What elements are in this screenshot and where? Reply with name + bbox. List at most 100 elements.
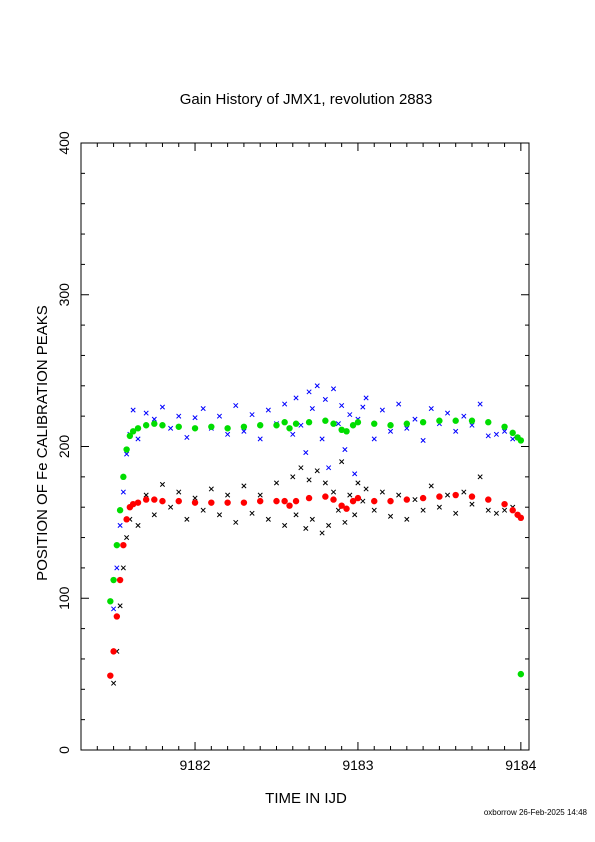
data-point-dot (305, 494, 313, 502)
data-point-dot (257, 422, 264, 429)
data-point-x-marker (233, 519, 239, 525)
data-point-dot (281, 497, 288, 505)
data-point-x-marker (117, 603, 123, 609)
data-point-dot (286, 502, 293, 509)
data-point-dot (175, 423, 182, 430)
data-point-x-marker (379, 489, 385, 495)
data-point-dot (281, 419, 288, 426)
data-point-x-marker (200, 406, 206, 412)
data-point-x-marker (477, 401, 483, 407)
data-point-x-marker (184, 434, 190, 440)
data-point-dot (107, 598, 114, 605)
series-4 (517, 670, 525, 678)
data-point-dot (286, 425, 293, 432)
data-point-x-marker (314, 468, 320, 474)
data-point-x-marker (290, 474, 296, 480)
data-point-dot (343, 428, 350, 435)
data-point-dot (419, 419, 427, 426)
data-point-x-marker (322, 396, 328, 403)
data-point-x-marker (309, 406, 315, 412)
data-point-x-marker (168, 504, 174, 510)
data-point-x-marker (404, 425, 410, 431)
y-tick-label: 0 (56, 746, 72, 754)
data-point-dot (208, 423, 215, 430)
data-point-x-marker (306, 389, 312, 395)
data-point-dot (224, 425, 231, 432)
axis-ticks (80, 142, 529, 751)
data-point-dot (273, 497, 280, 505)
data-point-dot (134, 499, 142, 506)
data-point-x-marker (143, 410, 149, 416)
data-point-x-marker (469, 422, 475, 428)
data-point-dot (120, 541, 127, 549)
data-point-dot (159, 497, 166, 505)
x-axis-label: TIME IN IJD (265, 790, 347, 807)
data-point-x-marker (493, 431, 499, 437)
data-point-x-marker (290, 431, 296, 437)
series-1 (111, 459, 516, 686)
data-point-dot (517, 437, 525, 444)
data-point-x-marker (111, 680, 117, 686)
data-point-dot (509, 429, 516, 437)
x-tick-label: 9184 (505, 757, 536, 773)
data-point-dot (129, 428, 137, 435)
data-point-dot (151, 420, 158, 427)
data-point-dot (257, 497, 264, 505)
data-point-dot (517, 670, 525, 678)
data-point-x-marker (322, 480, 328, 486)
data-point-x-marker (319, 436, 325, 442)
data-point-x-marker (257, 492, 263, 498)
data-point-dot (371, 497, 378, 505)
data-point-x-marker (428, 406, 434, 412)
data-point-x-marker (502, 507, 508, 513)
data-point-x-marker (241, 483, 247, 489)
data-point-x-marker (444, 492, 451, 498)
series-3 (107, 491, 525, 679)
data-point-x-marker (510, 436, 516, 442)
data-point-x-marker (309, 516, 315, 522)
data-point-x-marker (469, 501, 475, 507)
data-point-dot (322, 493, 329, 500)
y-tick-label: 200 (56, 435, 72, 459)
data-point-x-marker (216, 413, 223, 419)
data-point-x-marker (342, 446, 348, 453)
series-2 (107, 417, 525, 605)
data-point-x-marker (298, 422, 304, 428)
data-point-x-marker (335, 421, 341, 427)
tick-labels: 0 100 200 300 400 9182 9183 9184 (56, 131, 537, 773)
data-marks (107, 383, 525, 686)
data-point-x-marker (342, 519, 348, 525)
data-point-x-marker (282, 522, 288, 528)
data-point-dot (191, 425, 199, 432)
data-point-dot (501, 423, 508, 430)
data-point-x-marker (143, 492, 149, 498)
data-point-x-marker (339, 459, 345, 465)
data-point-x-marker (200, 507, 206, 513)
data-point-x-marker (379, 407, 385, 413)
data-point-x-marker (396, 492, 402, 498)
data-point-dot (273, 422, 280, 429)
data-point-x-marker (352, 512, 358, 518)
data-point-dot (468, 417, 476, 424)
data-point-dot (110, 648, 117, 655)
data-point-dot (126, 432, 134, 440)
data-point-x-marker (485, 433, 491, 439)
footer-credit: oxborrow 26-Feb-2025 14:48 (483, 808, 587, 817)
data-point-x-marker (360, 404, 366, 410)
data-point-dot (349, 422, 357, 429)
plot-frame (80, 142, 530, 751)
data-point-dot (354, 494, 362, 502)
data-point-dot (349, 497, 357, 505)
data-point-dot (452, 491, 459, 499)
data-point-x-marker (314, 383, 320, 389)
data-point-x-marker (306, 477, 312, 483)
data-point-x-marker (265, 407, 271, 413)
data-point-x-marker (428, 483, 434, 489)
data-point-dot (142, 422, 150, 429)
data-point-dot (116, 507, 124, 514)
data-point-x-marker (360, 498, 366, 504)
y-tick-label: 400 (56, 131, 72, 155)
data-point-dot (343, 505, 350, 512)
